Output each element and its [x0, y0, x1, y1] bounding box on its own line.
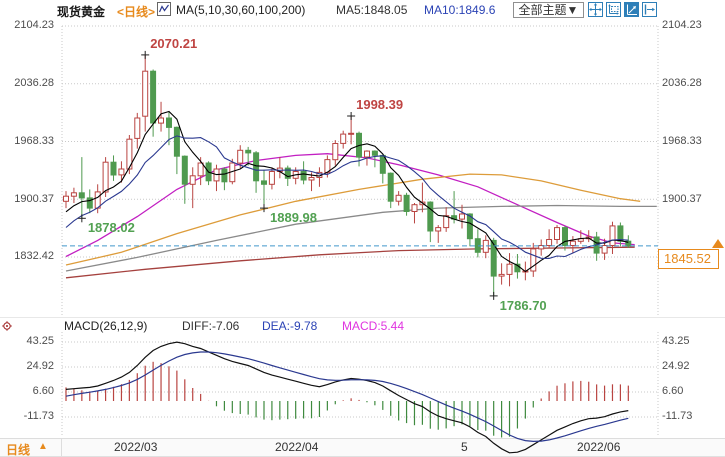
macd-y-label: 6.60 [32, 385, 54, 397]
high-price-annotation: 1998.39 [356, 96, 404, 112]
macd-dea-label: DEA:-9.78 [262, 319, 318, 333]
pan-icon[interactable] [588, 2, 603, 17]
ma-params-label: MA(5,10,30,60,100,200) [176, 3, 306, 17]
y-axis-label: 1968.33 [14, 135, 54, 147]
period-selector[interactable]: 日线 ▲ [0, 439, 62, 457]
y-axis-label: 1832.42 [14, 250, 54, 262]
axis-zoom-icon[interactable] [624, 2, 639, 17]
macd-y-label: 24.92 [26, 360, 54, 372]
theme-selector-button[interactable]: 全部主题▼ [513, 2, 584, 18]
x-axis-label: 2022/06 [577, 440, 621, 454]
y-axis-label-right: 1968.33 [662, 135, 702, 147]
y-axis-label-right: 2104.23 [662, 19, 702, 31]
indicator-settings-icon[interactable] [2, 321, 12, 331]
pan-right-icon[interactable] [642, 2, 657, 17]
price-up-arrow-icon [712, 239, 724, 248]
low-price-annotation: 1889.98 [270, 210, 317, 226]
current-price-box: 1845.52 [658, 249, 719, 269]
macd-y-label-right: 24.92 [662, 360, 690, 372]
macd-diff-label: DIFF:-7.06 [182, 319, 240, 333]
y-axis-label: 2036.28 [14, 77, 54, 89]
period-tag: <日线> [117, 5, 156, 19]
macd-y-label: -11.73 [23, 410, 54, 422]
macd-y-label-right: -11.73 [662, 410, 693, 422]
period-collapse-icon[interactable]: ▲ [38, 441, 48, 452]
x-axis-label: 5 [461, 440, 468, 454]
mini-chart-icon[interactable] [157, 2, 171, 16]
ma10-value-label: MA10:1849.6 [424, 3, 496, 17]
low-price-annotation: 1878.02 [87, 220, 135, 236]
macd-y-label: 43.25 [26, 335, 54, 347]
x-axis-label: 2022/04 [275, 440, 319, 454]
panel-divider [0, 317, 725, 318]
macd-y-label-right: 43.25 [662, 335, 690, 347]
macd-y-label-right: 6.60 [662, 385, 684, 397]
low-price-annotation: 1786.70 [499, 297, 547, 313]
y-axis-label: 1900.37 [14, 193, 54, 205]
high-price-annotation: 2070.21 [150, 35, 198, 51]
macd-title: MACD(26,12,9) [64, 319, 148, 333]
symbol-title: 现货黄金 [57, 5, 106, 19]
ma5-value-label: MA5:1848.05 [336, 3, 408, 17]
y-axis-label: 2104.23 [14, 19, 54, 31]
macd-value-label: MACD:5.44 [342, 319, 405, 333]
period-label: 日线 [6, 443, 31, 457]
y-axis-label-right: 1900.37 [662, 193, 702, 205]
fit-scale-icon[interactable] [606, 2, 621, 17]
x-axis-label: 2022/03 [114, 440, 158, 454]
y-axis-label-right: 2036.28 [662, 77, 702, 89]
